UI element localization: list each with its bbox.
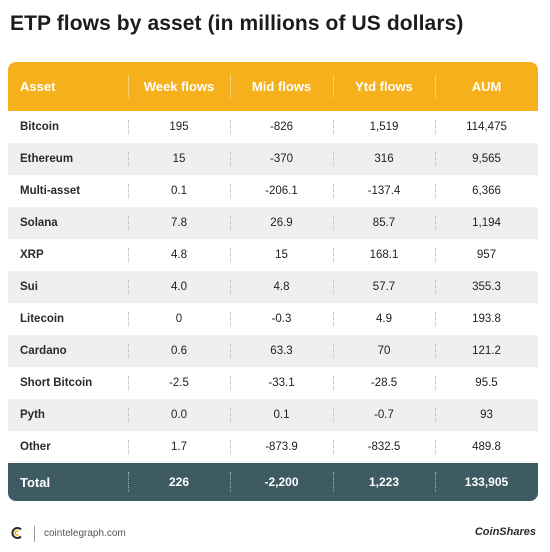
table-cell: 4.8 bbox=[128, 239, 230, 271]
table-cell: -0.3 bbox=[230, 303, 333, 335]
table-cell: -33.1 bbox=[230, 367, 333, 399]
table-cell: -137.4 bbox=[333, 175, 435, 207]
asset-name: XRP bbox=[20, 249, 44, 261]
table-cell: 15 bbox=[128, 143, 230, 175]
table-header-row: Asset Week flows Mid flows Ytd flows AUM bbox=[8, 62, 538, 111]
table-cell: 0.0 bbox=[128, 399, 230, 431]
column-header: Ytd flows bbox=[333, 62, 435, 111]
table-cell: 316 bbox=[333, 143, 435, 175]
asset-name: Litecoin bbox=[20, 313, 65, 325]
table-row: XRP 4.8 15 168.1 957 bbox=[8, 239, 538, 271]
table-cell: -826 bbox=[230, 111, 333, 143]
table-row: Ethereum 15 -370 316 9,565 bbox=[8, 143, 538, 175]
table-row: Pyth 0.0 0.1 -0.7 93 bbox=[8, 399, 538, 431]
table-cell: 4.0 bbox=[128, 271, 230, 303]
table-cell: 0.1 bbox=[128, 175, 230, 207]
table-cell: -2.5 bbox=[128, 367, 230, 399]
table-cell: 4.9 bbox=[333, 303, 435, 335]
table-body: Bitcoin 195 -826 1,519 114,475 Ethereum 15 -370… bbox=[8, 111, 538, 463]
table-row: Cardano 0.6 63.3 70 121.2 bbox=[8, 335, 538, 367]
asset-name: Ethereum bbox=[20, 153, 74, 165]
table-cell: 93 bbox=[435, 399, 538, 431]
asset-name: Other bbox=[20, 441, 51, 453]
table-cell: 57.7 bbox=[333, 271, 435, 303]
coinshares-logo: CoinShares bbox=[474, 526, 536, 538]
table-cell: -0.7 bbox=[333, 399, 435, 431]
chart-title: ETP flows by asset (in millions of US do… bbox=[10, 12, 464, 35]
total-cell: 133,905 bbox=[435, 463, 538, 501]
column-header: Mid flows bbox=[230, 62, 333, 111]
table-cell: 195 bbox=[128, 111, 230, 143]
footer: cointelegraph.com CoinShares bbox=[8, 524, 540, 544]
asset-name: Bitcoin bbox=[20, 121, 59, 133]
table-row: Bitcoin 195 -826 1,519 114,475 bbox=[8, 111, 538, 143]
table-cell: 85.7 bbox=[333, 207, 435, 239]
asset-name: Cardano bbox=[20, 345, 67, 357]
table-cell: -873.9 bbox=[230, 431, 333, 463]
asset-name: Pyth bbox=[20, 409, 45, 421]
table-cell: 355.3 bbox=[435, 271, 538, 303]
column-header: Asset bbox=[20, 79, 56, 94]
table-cell: 26.9 bbox=[230, 207, 333, 239]
table-row: Short Bitcoin -2.5 -33.1 -28.5 95.5 bbox=[8, 367, 538, 399]
table-cell: 1,194 bbox=[435, 207, 538, 239]
column-header: AUM bbox=[435, 62, 538, 111]
table-cell: 193.8 bbox=[435, 303, 538, 335]
total-row: Total 226 -2,200 1,223 133,905 bbox=[8, 463, 538, 501]
etp-flows-table: Asset Week flows Mid flows Ytd flows AUM… bbox=[8, 62, 538, 501]
table-cell: 4.8 bbox=[230, 271, 333, 303]
asset-name: Sui bbox=[20, 281, 38, 293]
table-cell: 121.2 bbox=[435, 335, 538, 367]
table-row: Multi-asset 0.1 -206.1 -137.4 6,366 bbox=[8, 175, 538, 207]
table-cell: 1,519 bbox=[333, 111, 435, 143]
table-cell: 168.1 bbox=[333, 239, 435, 271]
asset-name: Short Bitcoin bbox=[20, 377, 93, 389]
table-cell: 0 bbox=[128, 303, 230, 335]
table-cell: -28.5 bbox=[333, 367, 435, 399]
table-cell: 114,475 bbox=[435, 111, 538, 143]
table-cell: -832.5 bbox=[333, 431, 435, 463]
table-cell: 1.7 bbox=[128, 431, 230, 463]
asset-name: Multi-asset bbox=[20, 185, 81, 197]
table-cell: -206.1 bbox=[230, 175, 333, 207]
table-cell: 9,565 bbox=[435, 143, 538, 175]
table-cell: 0.6 bbox=[128, 335, 230, 367]
table-cell: 489.8 bbox=[435, 431, 538, 463]
table-cell: 0.1 bbox=[230, 399, 333, 431]
table-cell: -370 bbox=[230, 143, 333, 175]
footer-divider bbox=[34, 526, 35, 542]
cointelegraph-logo-icon bbox=[11, 527, 22, 539]
column-header: Week flows bbox=[128, 62, 230, 111]
source-link[interactable]: cointelegraph.com bbox=[44, 528, 126, 539]
total-cell: 226 bbox=[128, 463, 230, 501]
asset-name: Solana bbox=[20, 217, 58, 229]
table-row: Solana 7.8 26.9 85.7 1,194 bbox=[8, 207, 538, 239]
table-cell: 6,366 bbox=[435, 175, 538, 207]
table-row: Other 1.7 -873.9 -832.5 489.8 bbox=[8, 431, 538, 463]
total-cell: -2,200 bbox=[230, 463, 333, 501]
table-cell: 957 bbox=[435, 239, 538, 271]
total-cell: 1,223 bbox=[333, 463, 435, 501]
table-cell: 7.8 bbox=[128, 207, 230, 239]
table-cell: 15 bbox=[230, 239, 333, 271]
total-label: Total bbox=[20, 474, 51, 490]
table-cell: 63.3 bbox=[230, 335, 333, 367]
table-row: Sui 4.0 4.8 57.7 355.3 bbox=[8, 271, 538, 303]
table-cell: 95.5 bbox=[435, 367, 538, 399]
table-row: Litecoin 0 -0.3 4.9 193.8 bbox=[8, 303, 538, 335]
table-cell: 70 bbox=[333, 335, 435, 367]
